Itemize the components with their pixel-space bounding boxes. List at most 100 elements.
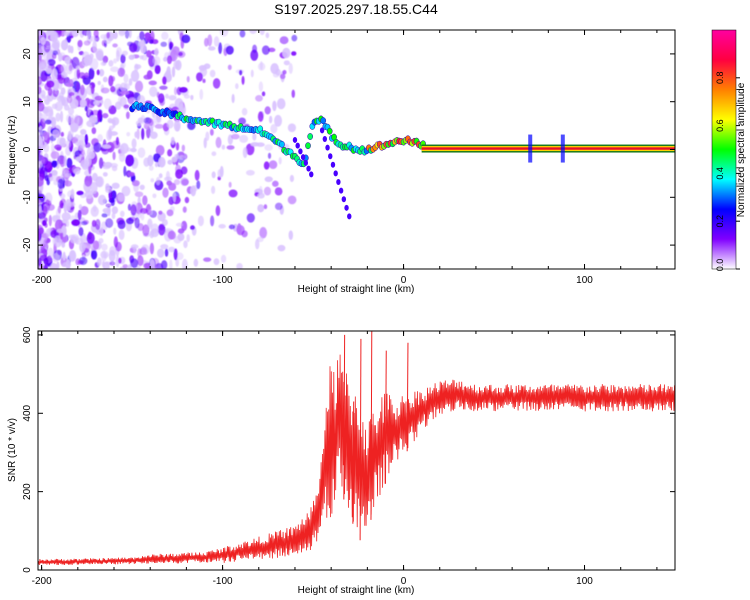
spectrogram-blob <box>211 185 216 195</box>
colorbar: 0.0 0.2 0.4 0.6 0.8 Normalized spectral ampl… <box>711 29 747 272</box>
spectrogram-blob <box>57 178 65 189</box>
spectrogram-blob <box>56 228 65 233</box>
spectrogram-blob <box>166 209 174 217</box>
spectrogram-blob <box>117 193 125 202</box>
spectrogram-blob <box>71 30 79 38</box>
spectrogram-blob <box>131 138 137 149</box>
spectrogram-blob <box>54 219 64 232</box>
spectrogram-blob <box>146 70 153 80</box>
spectrogram-blob <box>158 173 163 179</box>
steady-line-glitch <box>528 134 533 163</box>
spectrogram-blob <box>88 67 95 80</box>
spectrogram-blob <box>38 160 43 169</box>
spectrogram-blob <box>147 219 153 228</box>
spectrogram-blob <box>168 246 176 253</box>
spectrogram-blob <box>257 111 264 122</box>
spectrogram-blob <box>181 144 186 152</box>
spectrogram-blob <box>231 93 235 104</box>
spectrogram-blob <box>46 30 55 36</box>
spectrogram-blob <box>125 111 130 120</box>
snr-x-tick-label: -100 <box>213 576 233 587</box>
spectrogram-blob <box>120 90 130 95</box>
spectrogram-blob <box>130 69 140 82</box>
spectrogram-blob <box>287 195 297 205</box>
spectrogram-blob <box>94 35 100 42</box>
spectrogram-blob <box>197 215 204 227</box>
spectrogram-blob <box>113 227 117 235</box>
spectrogram-blob <box>67 107 75 115</box>
spectrogram-blob <box>117 96 122 106</box>
spectrogram-blob <box>122 264 129 269</box>
spectrogram-blob <box>98 69 105 77</box>
spectrogram-blob <box>108 59 114 67</box>
spectrogram-blob <box>56 146 62 151</box>
spectrogram-blob <box>205 131 210 141</box>
spectrogram-blob <box>142 224 150 237</box>
spectrogram-blob <box>102 172 108 177</box>
ridge-branch-point <box>333 170 338 177</box>
spectrogram-blob <box>178 51 183 57</box>
ridge-branch-point <box>300 154 306 161</box>
spectrogram-blob <box>149 39 154 44</box>
colorbar-tick-label: 0.0 <box>715 259 725 272</box>
spectrogram-blob <box>194 169 200 181</box>
spectrogram-blob <box>39 227 44 235</box>
spectrogram-blob <box>103 161 113 168</box>
spectrogram-blob <box>63 155 67 167</box>
spectrogram-blob <box>207 34 213 47</box>
spectrogram-blob <box>65 62 73 75</box>
spectrogram-blob <box>218 224 226 229</box>
spectrogram-blob <box>203 63 211 70</box>
spectrogram-blob <box>94 48 104 57</box>
spectrogram-blob <box>127 203 132 211</box>
spectrogram-blob <box>160 243 169 250</box>
spectrogram-blob <box>61 212 71 221</box>
spectrogram-blob <box>51 169 58 176</box>
spectrogram-blob <box>110 66 119 73</box>
snr-y-tick-label: 0 <box>22 567 33 573</box>
spectrogram-blob <box>168 196 175 205</box>
spectrogram-blob <box>210 215 215 227</box>
spectrogram-blob <box>219 165 224 178</box>
spectrogram-y-tick-label: 0 <box>22 146 33 152</box>
spectrogram-blob <box>51 68 58 80</box>
spectrogram-blob <box>99 227 104 236</box>
ridge-point <box>320 117 327 125</box>
spectrogram-blob <box>265 32 270 39</box>
colorbar-label: Normalized spectral amplitude <box>736 82 747 217</box>
spectrogram-blob <box>110 190 117 200</box>
ridge-branch-point <box>295 142 300 149</box>
spectrogram-blob <box>108 75 114 87</box>
spectrogram-blob <box>77 39 83 48</box>
spectrogram-blob <box>147 154 154 167</box>
ridge-point <box>326 127 333 135</box>
spectrogram-blob <box>60 131 64 137</box>
spectrogram-blob <box>46 204 55 211</box>
spectrogram-blob <box>134 80 144 93</box>
spectrogram-blob <box>146 50 152 58</box>
snr-x-axis: -200 -100 0 100 <box>32 331 658 587</box>
spectrogram-blob <box>141 244 150 255</box>
spectrogram-blob <box>174 153 179 160</box>
spectrogram-blob <box>211 171 216 179</box>
spectrogram-x-tick-label: -200 <box>32 275 52 286</box>
spectrogram-blob <box>38 123 41 128</box>
spectrogram-blob <box>164 176 173 182</box>
spectrogram-blob <box>225 45 234 55</box>
spectrogram-blob <box>161 219 168 227</box>
spectrogram-blob <box>259 61 263 70</box>
spectrogram-blob <box>119 82 128 92</box>
spectrogram-blob <box>43 40 51 53</box>
spectrogram-blob <box>107 117 113 123</box>
spectrogram-blob <box>278 156 282 165</box>
spectrogram-blob <box>121 185 131 197</box>
spectrogram-blob <box>66 113 75 124</box>
colorbar-gradient <box>711 29 737 270</box>
spectrogram-blob <box>166 119 174 129</box>
spectrogram-blob <box>154 64 161 75</box>
spectrogram-blob <box>291 34 298 42</box>
spectrogram-blob <box>152 193 157 199</box>
spectrogram-blob <box>128 30 132 39</box>
spectrogram-blob <box>274 114 283 127</box>
